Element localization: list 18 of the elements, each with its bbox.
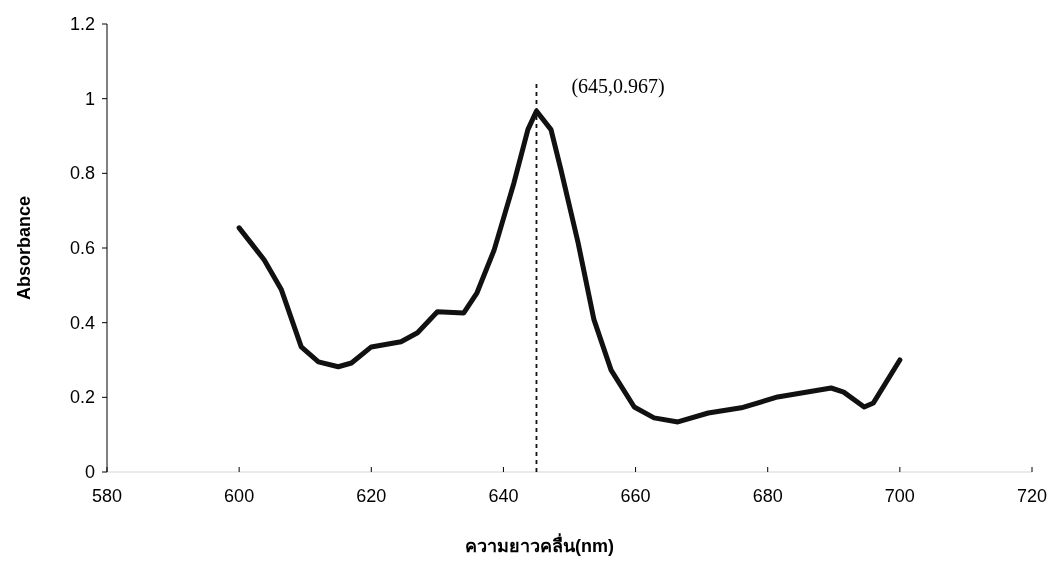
x-tick-label: 660: [620, 486, 651, 506]
y-tick-label: 0.2: [69, 387, 95, 408]
annotation: (645,0.967): [571, 74, 665, 98]
x-tick-label: 720: [1016, 486, 1048, 506]
y-tick-label: 1.2: [69, 14, 95, 34]
x-tick-label: 620: [356, 486, 387, 506]
x-axis-title: ความยาวคลื่น(nm): [465, 533, 614, 556]
y-axis-title: Absorbance: [14, 195, 34, 301]
x-tick-label: 640: [488, 486, 519, 506]
y-tick-label: 0.8: [69, 163, 95, 184]
y-tick-label: 1: [84, 88, 95, 109]
x-tick-label: 680: [752, 486, 783, 506]
x-tick-label: 700: [884, 486, 915, 506]
y-tick-label: 0: [84, 462, 95, 482]
x-tick-label: 580: [91, 486, 123, 506]
x-tick-label: 600: [224, 486, 255, 506]
y-tick-label: 0.4: [69, 312, 95, 333]
y-tick-label: 0.6: [69, 238, 95, 258]
